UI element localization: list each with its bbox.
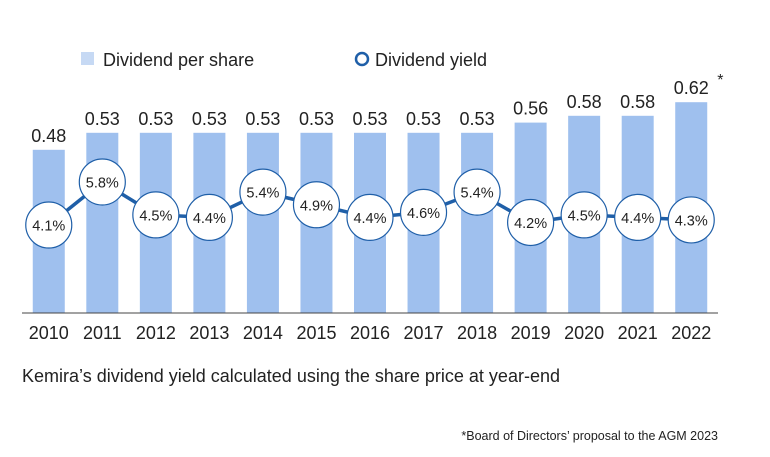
bar-value-label-2018: 0.53 <box>460 109 495 129</box>
x-tick-label-2019: 2019 <box>511 323 551 343</box>
yield-value-label-2022: 4.3% <box>675 213 708 229</box>
legend: Dividend per share Dividend yield <box>81 50 487 70</box>
yield-point-2014 <box>239 168 287 216</box>
yield-point-2022 <box>667 196 715 244</box>
yield-value-label-2017: 4.6% <box>407 206 440 222</box>
annotation-asterisk: * <box>717 72 723 89</box>
bar-value-label-2015: 0.53 <box>299 109 334 129</box>
legend-bar-label: Dividend per share <box>103 50 254 70</box>
x-tick-label-2015: 2015 <box>296 323 336 343</box>
yield-value-label-2013: 4.4% <box>193 211 226 227</box>
bar-value-label-2011: 0.53 <box>85 109 120 129</box>
yield-point-2021 <box>614 193 662 242</box>
bar-value-label-2014: 0.53 <box>245 109 280 129</box>
bar-value-label-2022: 0.62 <box>674 78 709 98</box>
bar-value-label-2016: 0.53 <box>352 109 387 129</box>
x-tick-label-2016: 2016 <box>350 323 390 343</box>
bar-value-label-2017: 0.53 <box>406 109 441 129</box>
yield-value-label-2016: 4.4% <box>353 211 386 227</box>
x-tick-label-2011: 2011 <box>83 323 122 343</box>
yield-value-label-2012: 4.5% <box>139 208 172 224</box>
yield-point-2015 <box>292 181 341 229</box>
x-tick-label-2010: 2010 <box>29 323 69 343</box>
yield-point-2013 <box>185 193 233 242</box>
yield-value-label-2010: 4.1% <box>32 219 65 235</box>
bar-value-label-2021: 0.58 <box>620 92 655 112</box>
yield-point-2010 <box>25 201 73 249</box>
yield-point-2011 <box>78 158 126 206</box>
x-tick-label-2014: 2014 <box>243 323 283 343</box>
x-tick-label-2013: 2013 <box>189 323 229 343</box>
x-tick-label-2021: 2021 <box>618 323 658 343</box>
legend-line-label: Dividend yield <box>375 50 487 70</box>
marks-layer: 4.1% 5.8% 4.5% 4.4% 5.4% 4.9% 4.4% 4.6% 5.4% 4.2%… <box>25 158 715 249</box>
x-tick-label-2017: 2017 <box>404 323 444 343</box>
bar-value-label-2019: 0.56 <box>513 99 548 119</box>
yield-point-2018 <box>453 168 501 216</box>
bar-value-label-2020: 0.58 <box>567 92 602 112</box>
bar-2018 <box>461 132 494 313</box>
bar-value-label-2010: 0.48 <box>31 126 66 146</box>
yield-point-2012 <box>132 191 180 239</box>
legend-bar-swatch <box>81 52 94 65</box>
yield-value-label-2018: 5.4% <box>461 186 494 202</box>
yield-value-label-2019: 4.2% <box>514 216 547 232</box>
legend-line-swatch <box>354 51 370 67</box>
yield-value-label-2021: 4.4% <box>621 211 654 227</box>
chart: Dividend per share Dividend yield 0.48 20… <box>22 50 723 343</box>
yield-value-label-2020: 4.5% <box>568 208 601 224</box>
bar-2014 <box>246 132 279 313</box>
yield-value-label-2015: 4.9% <box>300 198 333 214</box>
bar-value-label-2013: 0.53 <box>192 109 227 129</box>
yield-value-label-2011: 5.8% <box>86 175 119 191</box>
x-tick-label-2012: 2012 <box>136 323 176 343</box>
yield-point-2016 <box>346 193 394 242</box>
x-tick-label-2020: 2020 <box>564 323 604 343</box>
bar-value-label-2012: 0.53 <box>138 109 173 129</box>
caption: Kemira’s dividend yield calculated using… <box>22 366 560 386</box>
yield-point-2019 <box>507 198 555 247</box>
x-tick-label-2022: 2022 <box>671 323 711 343</box>
footnote: *Board of Directors’ proposal to the AGM… <box>461 429 718 443</box>
yield-point-2017 <box>399 188 448 236</box>
x-tick-label-2018: 2018 <box>457 323 497 343</box>
yield-point-2020 <box>560 191 608 239</box>
yield-value-label-2014: 5.4% <box>246 186 279 202</box>
